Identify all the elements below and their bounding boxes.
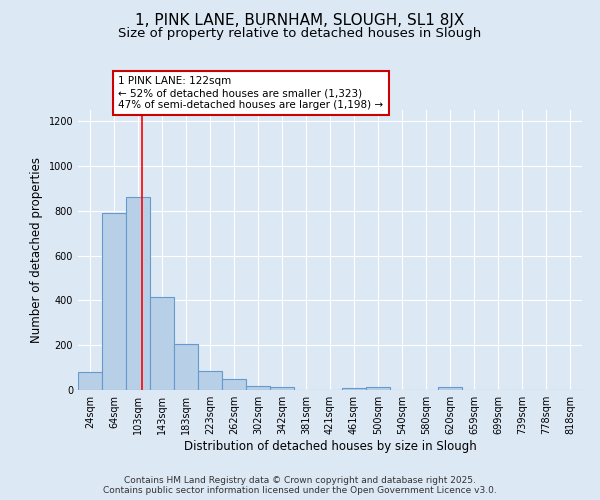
Text: Contains HM Land Registry data © Crown copyright and database right 2025.
Contai: Contains HM Land Registry data © Crown c… (103, 476, 497, 495)
Bar (102, 213, 126, 390)
X-axis label: Distribution of detached houses by size in Slough: Distribution of detached houses by size … (184, 440, 476, 453)
Text: Size of property relative to detached houses in Slough: Size of property relative to detached ho… (118, 28, 482, 40)
Bar (78, 372, 102, 390)
Bar (366, 386, 390, 390)
Bar (438, 386, 462, 390)
Bar (342, 388, 366, 390)
Bar (150, 297, 174, 390)
Bar (222, 379, 246, 390)
Bar (246, 386, 270, 390)
Text: 1, PINK LANE, BURNHAM, SLOUGH, SL1 8JX: 1, PINK LANE, BURNHAM, SLOUGH, SL1 8JX (136, 12, 464, 28)
Text: 1 PINK LANE: 122sqm
← 52% of detached houses are smaller (1,323)
47% of semi-det: 1 PINK LANE: 122sqm ← 52% of detached ho… (118, 76, 383, 110)
Bar (126, 198, 150, 390)
Y-axis label: Number of detached properties: Number of detached properties (30, 157, 43, 343)
Bar (198, 371, 222, 390)
Bar (174, 344, 198, 390)
Bar (270, 386, 294, 390)
